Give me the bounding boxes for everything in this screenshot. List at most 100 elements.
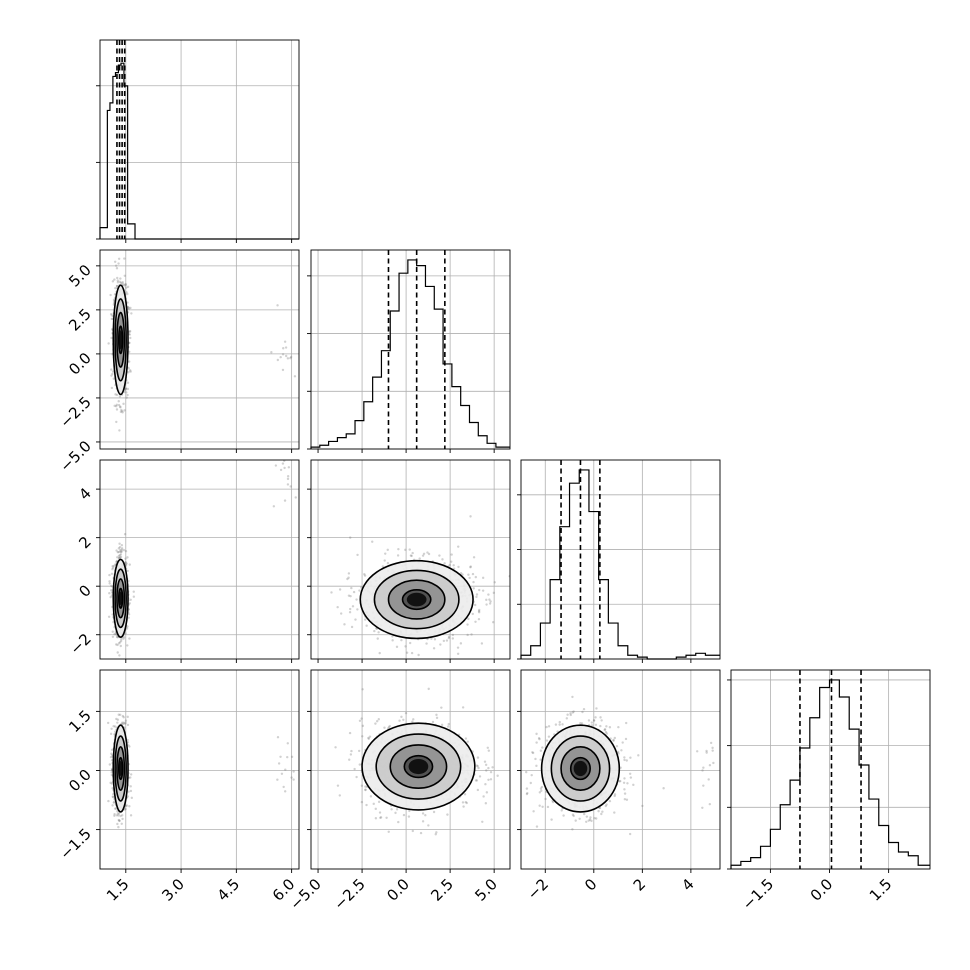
scatter-point <box>377 631 380 634</box>
scatter-point <box>121 817 124 821</box>
scatter-point <box>121 814 124 817</box>
panel-frame <box>99 459 300 660</box>
scatter-point <box>107 799 110 803</box>
scatter-point <box>125 627 129 630</box>
scatter-point <box>608 799 612 803</box>
scatter-point <box>110 386 114 390</box>
scatter-point <box>622 781 626 784</box>
scatter-point <box>558 720 561 724</box>
scatter-point <box>410 651 414 655</box>
scatter-point <box>467 573 470 576</box>
scatter-point <box>118 819 121 823</box>
scatter-point <box>478 775 482 778</box>
scatter-point <box>292 770 295 773</box>
scatter-point <box>115 267 119 270</box>
density-peak <box>119 760 122 777</box>
scatter-point <box>120 547 124 550</box>
scatter-point <box>398 719 401 722</box>
scatter-point <box>623 758 626 762</box>
histogram-step-0 <box>99 62 299 240</box>
scatter-point <box>597 809 600 813</box>
scatter-point <box>540 785 544 789</box>
scatter-point <box>350 749 353 753</box>
scatter-point <box>365 624 368 627</box>
scatter-point <box>116 812 120 815</box>
scatter-point <box>349 607 352 611</box>
scatter-point <box>276 778 279 781</box>
scatter-point <box>108 592 111 595</box>
scatter-point <box>447 722 450 726</box>
scatter-point <box>117 812 121 815</box>
scatter-point <box>115 403 119 407</box>
scatter-point <box>126 292 129 296</box>
scatter-point <box>427 552 431 556</box>
scatter-point <box>405 651 409 654</box>
scatter-point <box>124 807 127 811</box>
scatter-point <box>465 801 468 805</box>
scatter-point <box>110 594 114 597</box>
scatter-point <box>128 329 132 333</box>
scatter-point <box>357 749 361 753</box>
scatter-point <box>477 617 481 621</box>
scatter-point <box>571 711 574 714</box>
contour-line <box>116 311 126 368</box>
scatter-point <box>122 716 125 719</box>
scatter-point <box>119 550 123 554</box>
scatter-point <box>128 805 131 808</box>
scatter-point <box>456 652 460 655</box>
scatter-point <box>129 785 132 788</box>
joint-content <box>107 460 297 657</box>
scatter-point <box>115 284 119 288</box>
scatter-point <box>110 773 114 777</box>
scatter-point <box>487 593 490 596</box>
scatter-point <box>377 718 380 721</box>
scatter-point <box>383 559 386 562</box>
scatter-point <box>117 403 121 407</box>
scatter-point <box>411 829 415 833</box>
scatter-point <box>484 783 487 786</box>
scatter-point <box>118 641 122 644</box>
scatter-point <box>464 800 467 804</box>
scatter-point <box>129 789 133 793</box>
scatter-point <box>472 580 475 584</box>
scatter-point <box>457 545 460 548</box>
scatter-point <box>121 282 124 285</box>
scatter-point <box>119 553 123 556</box>
joint-content <box>107 257 297 432</box>
scatter-point <box>400 638 403 642</box>
scatter-point <box>120 550 123 553</box>
scatter-point <box>374 817 378 820</box>
scatter-point <box>118 654 121 657</box>
scatter-point <box>367 737 370 740</box>
scatter-point <box>330 591 333 594</box>
scatter-point <box>379 816 382 819</box>
scatter-point <box>128 350 131 353</box>
scatter-point <box>476 765 479 768</box>
scatter-point <box>395 808 399 811</box>
scatter-point <box>336 605 339 609</box>
scatter-point <box>469 565 472 568</box>
scatter-point <box>384 552 387 555</box>
scatter-point <box>115 549 118 552</box>
scatter-point <box>355 598 358 601</box>
scatter-point <box>118 553 122 557</box>
scatter-point <box>113 404 116 408</box>
scatter-point <box>493 581 496 584</box>
scatter-point <box>119 277 122 280</box>
scatter-point <box>438 554 441 557</box>
scatter-point <box>483 760 487 763</box>
scatter-point <box>346 577 349 581</box>
scatter-point <box>338 588 342 591</box>
scatter-point <box>377 800 381 804</box>
scatter-points <box>107 460 297 657</box>
scatter-point <box>477 766 480 770</box>
histogram-step-1 <box>310 259 510 449</box>
scatter-point <box>440 723 444 727</box>
scatter-point <box>126 556 129 559</box>
scatter-point <box>426 551 429 554</box>
scatter-point <box>110 314 114 317</box>
scatter-point <box>276 736 280 739</box>
joint-panel-3-2 <box>517 669 721 873</box>
scatter-point <box>117 642 121 645</box>
scatter-point <box>114 632 117 636</box>
